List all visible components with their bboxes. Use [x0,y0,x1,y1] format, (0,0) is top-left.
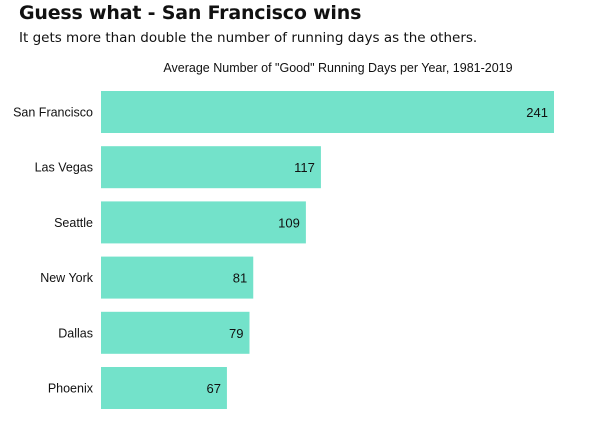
bar-phoenix [101,367,227,409]
bar-las-vegas [101,146,321,189]
chart-title: Average Number of "Good" Running Days pe… [163,61,512,75]
value-label-new-york: 81 [233,271,247,286]
category-label-las-vegas: Las Vegas [35,161,93,175]
page-title: Guess what - San Francisco wins [19,2,362,24]
category-label-dallas: Dallas [58,326,93,340]
value-label-phoenix: 67 [206,381,220,396]
bars-group: San Francisco 241 Las Vegas 117 Seattle 109 Ne… [13,91,554,409]
value-label-dallas: 79 [229,326,243,341]
bar-new-york [101,256,254,299]
category-label-new-york: New York [40,271,94,285]
bar-dallas [101,311,250,354]
page-subtitle: It gets more than double the number of r… [19,30,478,46]
bar-san-francisco [101,91,554,133]
value-label-seattle: 109 [278,215,300,230]
value-label-san-francisco: 241 [526,105,548,120]
category-label-phoenix: Phoenix [48,382,94,396]
value-label-las-vegas: 117 [294,160,315,175]
category-label-seattle: Seattle [54,216,93,230]
bar-seattle [101,201,306,244]
category-label-san-francisco: San Francisco [13,106,93,120]
